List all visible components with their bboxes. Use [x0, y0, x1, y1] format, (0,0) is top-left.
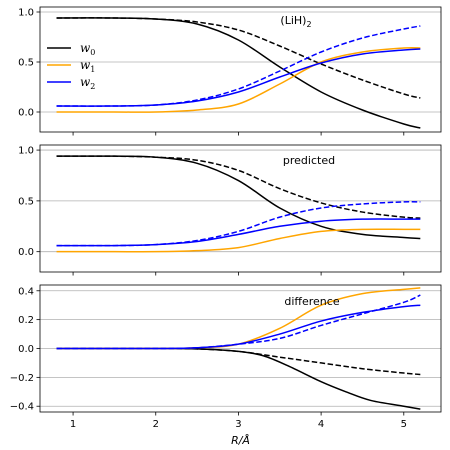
legend-label: w1: [80, 58, 95, 74]
axes-frame: [39, 144, 442, 273]
panel-annotation: difference: [284, 295, 339, 308]
xtick-label: 2: [153, 419, 159, 430]
ytick-label: 0.0: [18, 247, 34, 258]
ytick-label: 0.4: [18, 286, 34, 297]
series-line-2: [56, 228, 421, 253]
series-line-3: [56, 48, 421, 107]
legend-label: w2: [80, 75, 95, 91]
ytick-label: 1.0: [18, 146, 34, 157]
series-line-2: [56, 46, 421, 113]
ytick-label: 0.5: [18, 196, 34, 207]
panel-1: 0.0 0.5 1.0 predicted: [18, 144, 442, 276]
series-line-3: [56, 218, 421, 247]
xtick-label: 1: [70, 419, 76, 430]
x-axis-label: R/Å: [231, 434, 250, 447]
xtick-label: 5: [401, 419, 407, 430]
series-line-2: [56, 287, 421, 350]
panel-2: −0.4 −0.2 0.0 0.2 0.4 1 2 3 4 5 difference R/Å: [10, 284, 442, 447]
series-line-3: [56, 304, 421, 350]
series-line-1: [56, 155, 421, 219]
legend-label: w0: [80, 41, 95, 57]
ytick-label: 1.0: [18, 8, 34, 19]
series-line-1: [56, 17, 421, 99]
series-line-1: [56, 347, 421, 376]
xtick-label: 3: [235, 419, 241, 430]
ytick-label: 0.0: [18, 344, 34, 355]
ytick-label: −0.4: [10, 402, 34, 413]
ytick-label: 0.0: [18, 108, 34, 119]
series-line-4: [56, 201, 421, 247]
series-line-0: [56, 17, 421, 129]
series-line-4: [56, 294, 421, 350]
ytick-label: 0.2: [18, 315, 34, 326]
ytick-label: −0.2: [10, 373, 34, 384]
axes-frame: [39, 6, 442, 133]
series-line-0: [56, 347, 421, 410]
series-line-0: [56, 155, 421, 240]
panel-annotation: predicted: [283, 154, 335, 167]
ytick-label: 0.5: [18, 58, 34, 69]
panel-annotation: (LiH)2: [280, 14, 311, 29]
series-line-4: [56, 25, 421, 107]
xtick-label: 4: [318, 419, 324, 430]
